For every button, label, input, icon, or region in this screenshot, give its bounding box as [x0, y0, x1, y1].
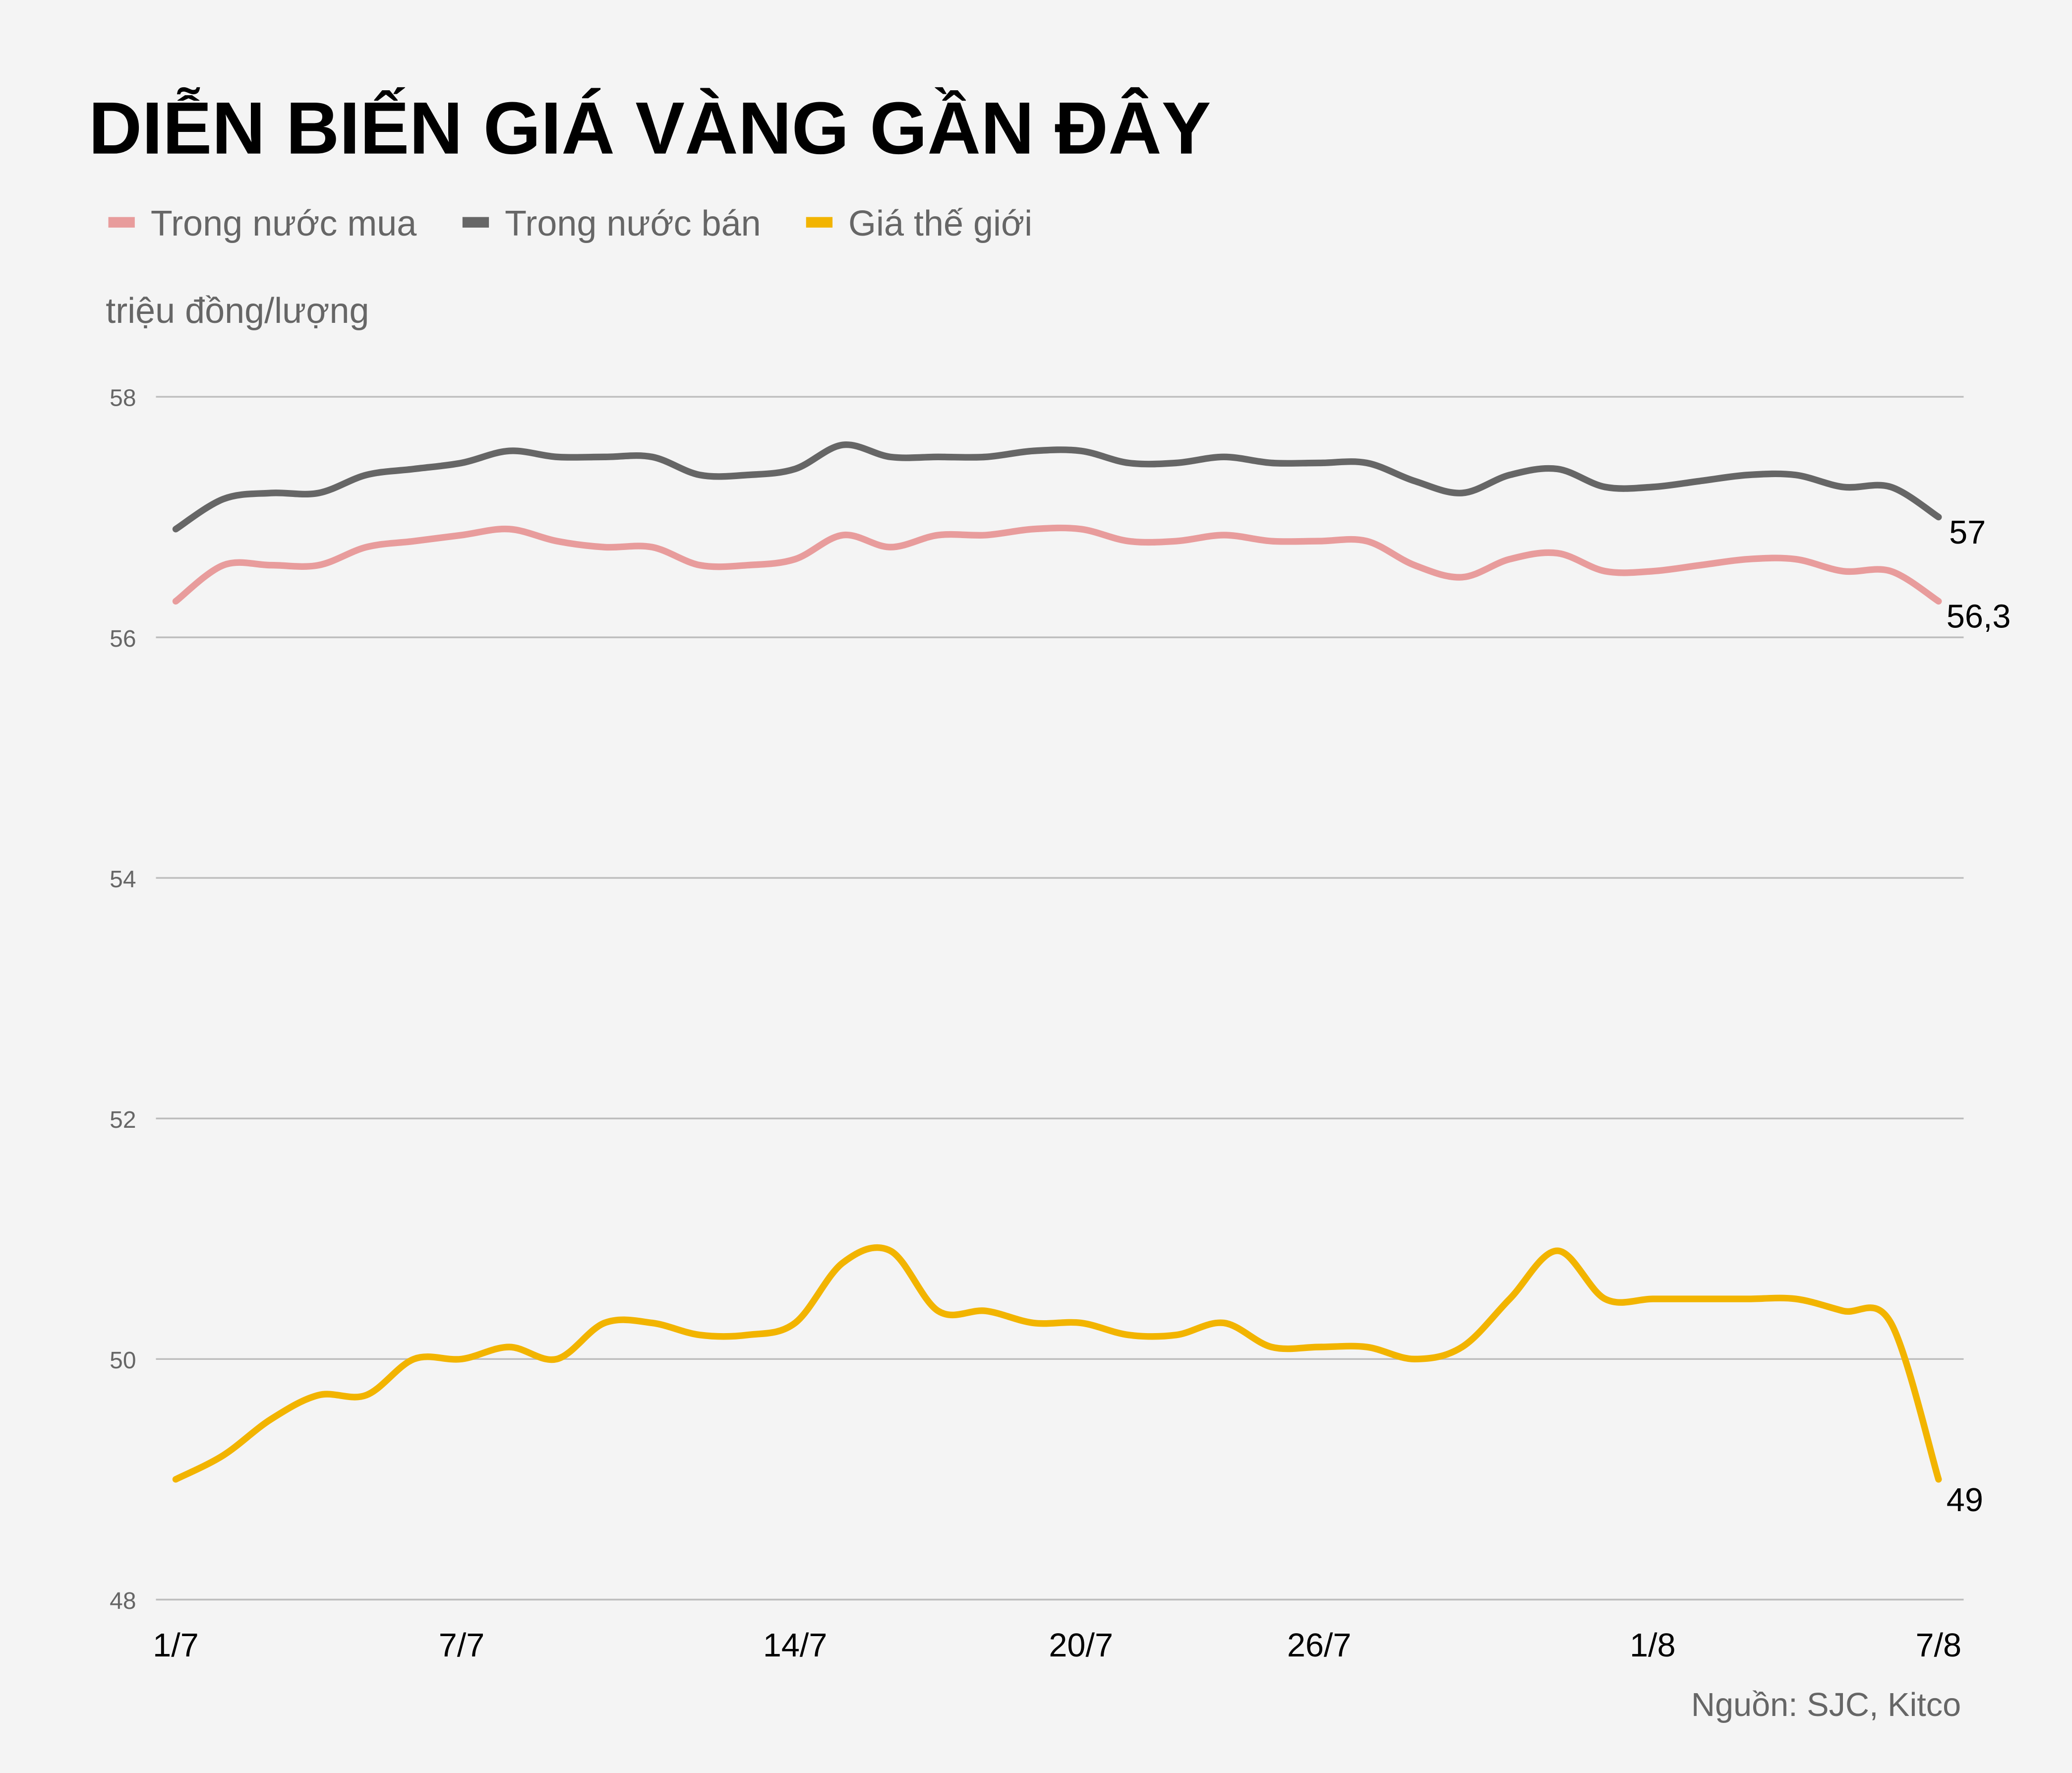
source-note: Nguồn: SJC, Kitco: [1691, 1687, 1961, 1723]
legend-label: Trong nước mua: [151, 204, 417, 244]
x-tick-label: 1/8: [1630, 1627, 1676, 1664]
series-line: [172, 1244, 1942, 1483]
x-tick-label: 14/7: [763, 1627, 828, 1664]
y-tick-label: 56: [110, 626, 136, 652]
end-value-label: 49: [1947, 1482, 1983, 1519]
legend-swatch: [108, 217, 135, 228]
legend-label: Giá thế giới: [848, 204, 1032, 244]
y-tick-label: 48: [110, 1588, 136, 1614]
y-axis-ticks: 58 56 54 52 50 48: [110, 385, 136, 1614]
x-tick-label: 20/7: [1049, 1627, 1113, 1664]
end-value-label: 56,3: [1947, 599, 2011, 635]
x-axis-ticks: 1/7 7/7 14/7 20/7 26/7 1/8 7/8: [153, 1627, 1961, 1664]
y-tick-label: 52: [110, 1107, 136, 1133]
y-tick-label: 54: [110, 866, 136, 893]
series-line: [172, 441, 1942, 533]
chart-title: DIỄN BIẾN GIÁ VÀNG GẦN ĐÂY: [89, 87, 1211, 170]
x-tick-label: 7/7: [439, 1627, 485, 1664]
end-labels: 56,3 57 49: [1947, 514, 2011, 1519]
series-line: [172, 524, 1942, 605]
legend-swatch: [806, 217, 833, 228]
y-tick-label: 50: [110, 1347, 136, 1374]
y-tick-label: 58: [110, 385, 136, 412]
legend-swatch: [462, 217, 489, 228]
x-tick-label: 26/7: [1287, 1627, 1352, 1664]
legend: Trong nước mua Trong nước bán Giá thế giới: [108, 204, 1032, 244]
x-tick-label: 1/7: [153, 1627, 199, 1664]
legend-label: Trong nước bán: [505, 204, 761, 244]
x-tick-label: 7/8: [1916, 1627, 1962, 1664]
y-axis-unit: triệu đồng/lượng: [106, 291, 369, 331]
series-lines: [172, 441, 1942, 1483]
end-value-label: 57: [1949, 514, 1986, 551]
